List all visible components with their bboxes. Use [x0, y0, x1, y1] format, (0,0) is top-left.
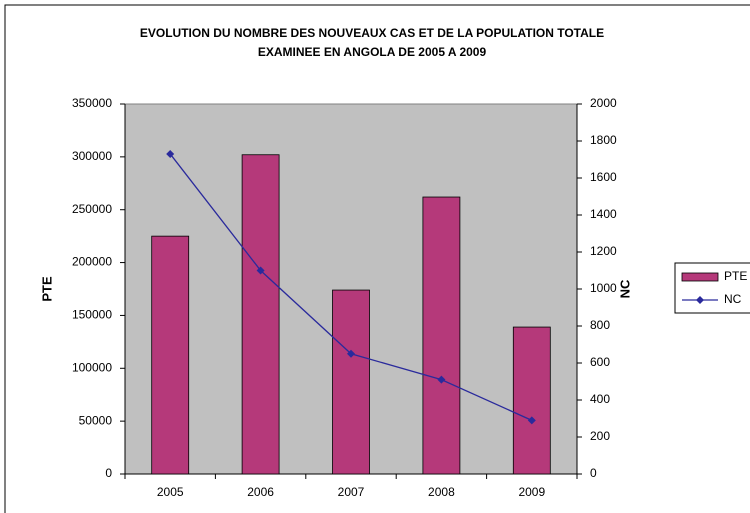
y2-tick-label: 600 — [590, 355, 610, 369]
y2-tick-label: 800 — [590, 318, 610, 332]
line-marker — [437, 375, 446, 384]
y2-tick-label: 1000 — [590, 281, 617, 295]
x-tick-label: 2008 — [428, 485, 455, 499]
y2-tick-label: 400 — [590, 392, 610, 406]
bar — [512, 326, 551, 475]
y2-tick-label: 2000 — [590, 96, 617, 110]
y-tick-label: 150000 — [72, 308, 112, 322]
y-tick-label: 300000 — [72, 149, 112, 163]
y-tick-label: 250000 — [72, 202, 112, 216]
y2-axis-title: NC — [617, 279, 632, 298]
y2-tick-label: 1400 — [590, 207, 617, 221]
line-marker — [256, 266, 265, 275]
bar — [241, 154, 280, 475]
bar — [151, 235, 190, 475]
y2-tick-label: 200 — [590, 429, 610, 443]
legend-label: PTE — [724, 269, 747, 283]
y2-tick-label: 1800 — [590, 133, 617, 147]
line-marker — [166, 149, 175, 158]
bar — [422, 196, 461, 475]
legend — [674, 262, 750, 314]
x-tick-label: 2005 — [157, 485, 184, 499]
y-tick-label: 50000 — [79, 413, 113, 427]
x-tick-label: 2007 — [338, 485, 365, 499]
x-tick-label: 2006 — [247, 485, 274, 499]
y2-tick-label: 1600 — [590, 170, 617, 184]
y-tick-label: 200000 — [72, 255, 112, 269]
chart-title: EVOLUTION DU NOMBRE DES NOUVEAUX CAS ET … — [140, 26, 604, 40]
y-tick-label: 0 — [105, 466, 112, 480]
line-marker — [527, 416, 536, 425]
y-tick-label: 350000 — [72, 96, 112, 110]
line-marker — [347, 349, 355, 358]
legend-swatch — [681, 272, 719, 282]
legend-marker — [696, 296, 704, 304]
y2-tick-label: 1200 — [590, 244, 617, 258]
legend-label: NC — [724, 292, 742, 306]
bar — [332, 289, 370, 475]
y-axis-title: PTE — [39, 276, 54, 302]
chart-title: EXAMINEE EN ANGOLA DE 2005 A 2009 — [258, 45, 487, 59]
y-tick-label: 100000 — [72, 360, 112, 374]
x-tick-label: 2009 — [518, 485, 545, 499]
y2-tick-label: 0 — [590, 466, 597, 480]
